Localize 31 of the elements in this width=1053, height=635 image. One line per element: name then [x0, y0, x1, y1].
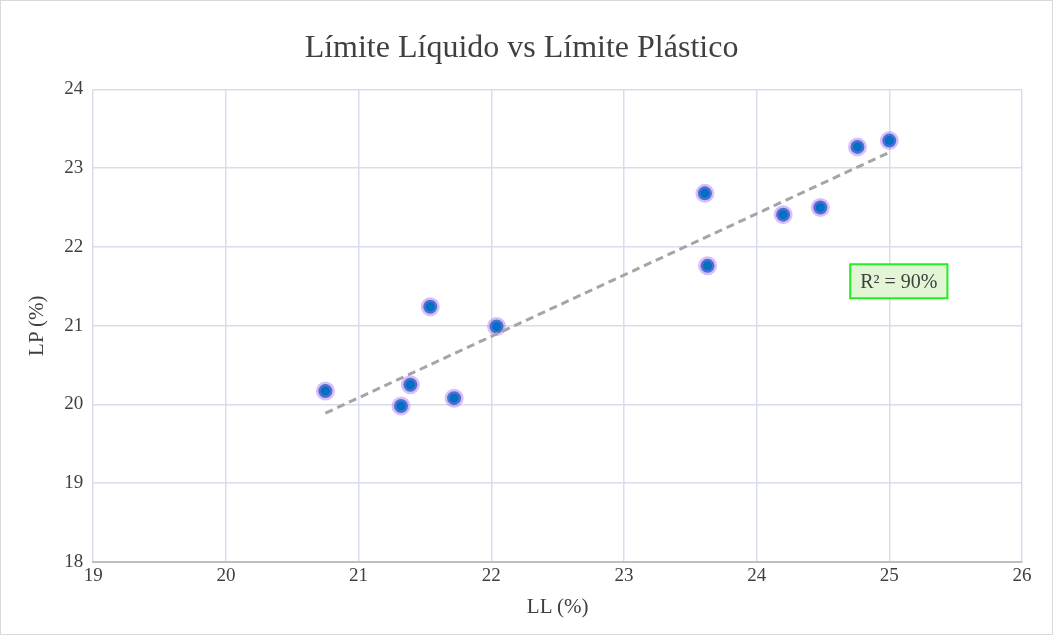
x-tick-label: 24: [747, 564, 767, 586]
point: [879, 131, 899, 151]
y-tick-label: 24: [64, 77, 84, 99]
x-tick-label: 21: [349, 564, 369, 586]
chart-title: Límite Líquido vs Límite Plástico: [304, 27, 739, 64]
x-tick-label: 20: [216, 564, 236, 586]
point: [698, 256, 718, 276]
point: [773, 205, 793, 225]
point: [847, 137, 867, 157]
point: [315, 381, 335, 401]
point: [420, 297, 440, 317]
y-tick-label: 23: [64, 156, 84, 178]
point: [487, 316, 507, 336]
y-tick-label: 18: [64, 549, 84, 571]
x-tick-label: 19: [83, 564, 103, 586]
x-axis-title: LL (%): [526, 593, 589, 618]
annotation: R² = 90%: [860, 269, 938, 292]
x-tick-label: 22: [481, 564, 501, 586]
y-tick-label: 19: [64, 471, 84, 493]
y-tick-label: 20: [64, 392, 84, 414]
point: [695, 183, 715, 203]
point: [810, 198, 830, 218]
point: [444, 388, 464, 408]
y-tick-label: 21: [64, 313, 84, 335]
point: [400, 375, 420, 395]
x-tick-label: 26: [1012, 564, 1032, 586]
point: [391, 396, 411, 416]
x-tick-label: 25: [879, 564, 899, 586]
y-axis-title: LP (%): [24, 295, 49, 356]
y-tick-label: 22: [64, 234, 84, 256]
x-tick-label: 23: [614, 564, 634, 586]
